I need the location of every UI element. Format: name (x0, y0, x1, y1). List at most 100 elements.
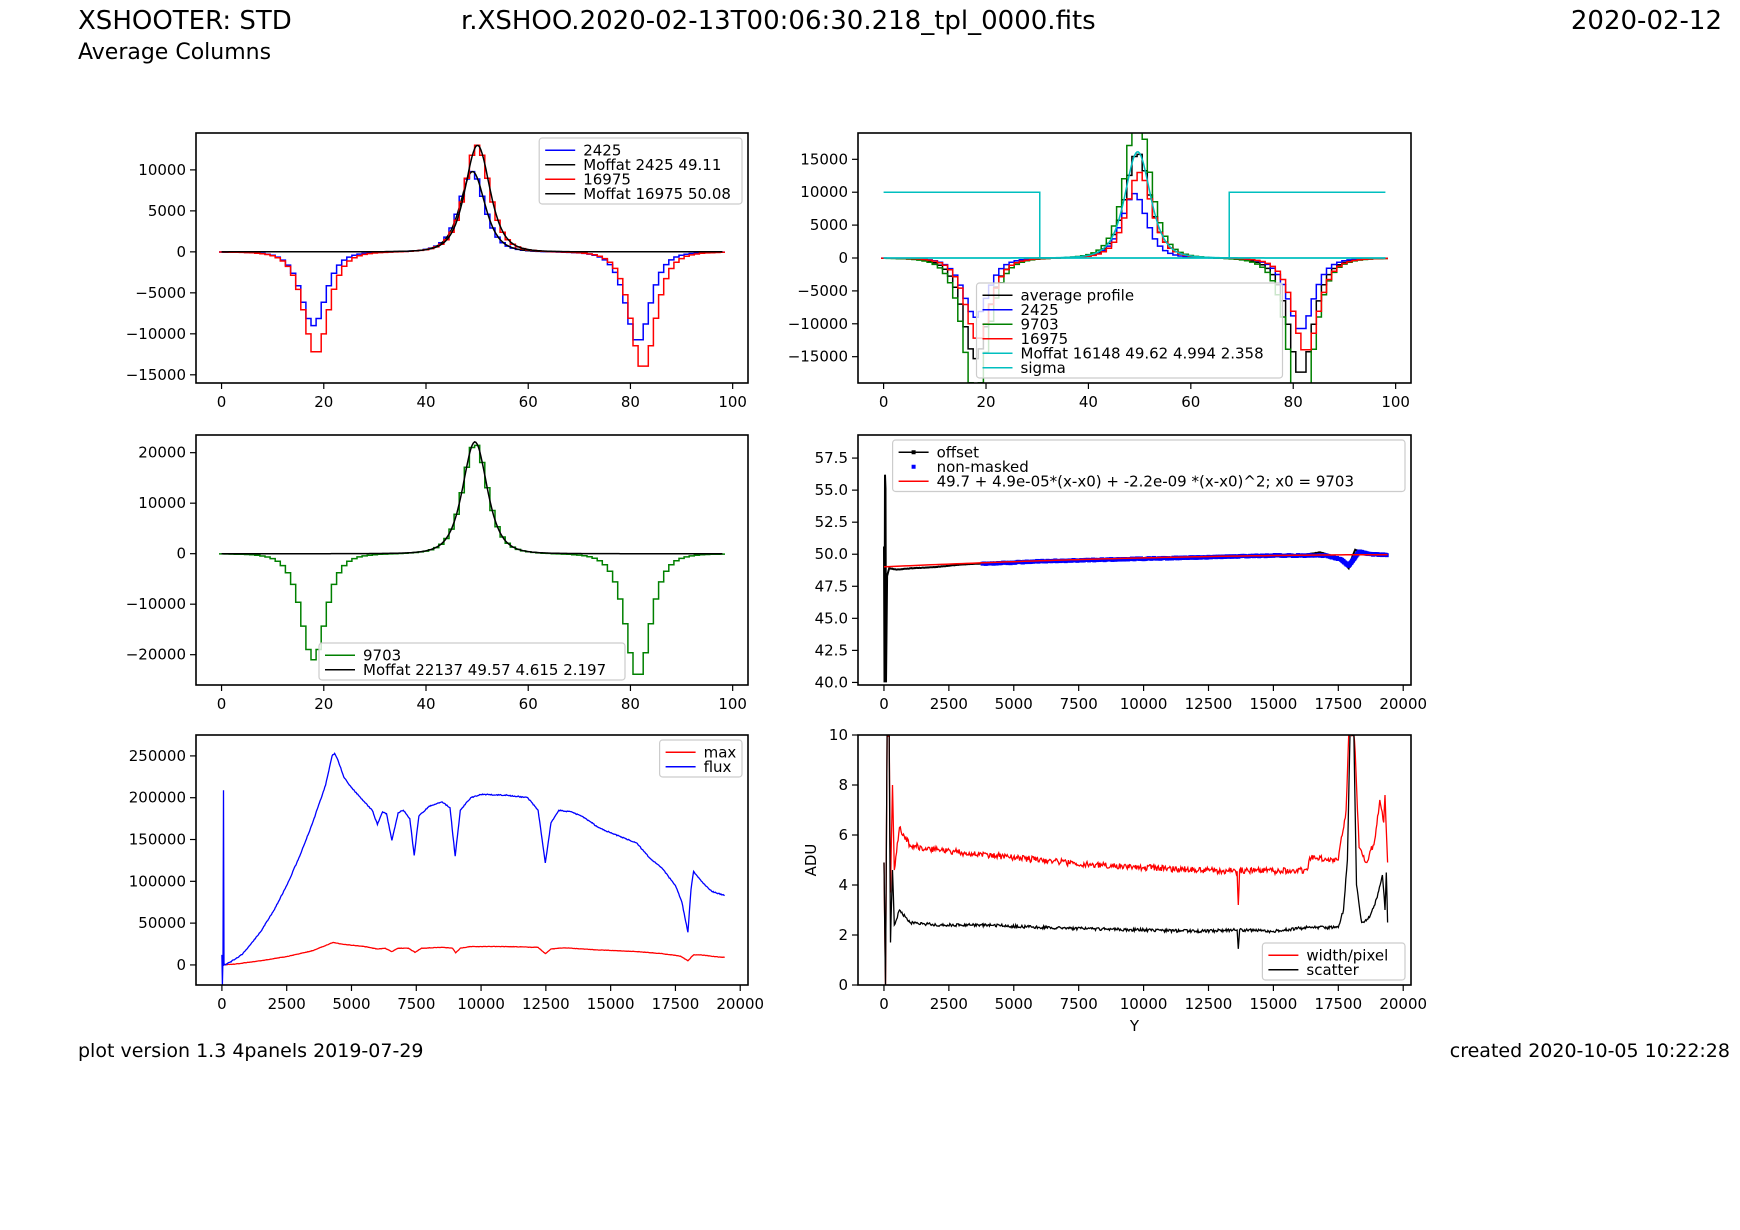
series-flux (222, 753, 725, 985)
x-tick-label: 60 (1181, 393, 1200, 411)
x-tick-label: 0 (879, 995, 889, 1013)
y-tick-label: 15000 (800, 150, 848, 168)
y-tick-label: 6 (838, 826, 848, 844)
y-tick-label: 10000 (800, 183, 848, 201)
plot-area (219, 442, 725, 674)
y-tick-label: 10 (829, 726, 848, 744)
x-tick-label: 15000 (1250, 995, 1298, 1013)
y-tick-label: −15000 (788, 348, 848, 366)
y-tick-label: 20000 (138, 444, 186, 462)
y-tick-label: −15000 (126, 366, 186, 384)
y-axis-label: ADU (802, 844, 820, 877)
x-tick-label: 7500 (397, 995, 435, 1013)
x-tick-label: 20 (314, 695, 333, 713)
chart-flux-max: 0 2500 5000 7500 10000 12500 15000 17500 2000005… (129, 735, 764, 1013)
x-tick-label: 10000 (1120, 695, 1168, 713)
y-tick-label: 4 (838, 876, 848, 894)
x-tick-label: 0 (879, 695, 889, 713)
y-tick-label: 10000 (138, 161, 186, 179)
y-tick-label: 8 (838, 776, 848, 794)
x-tick-label: 2500 (930, 695, 968, 713)
x-tick-label: 20 (976, 393, 995, 411)
series-moffat-22137-49-57-4-615-2-197 (222, 442, 723, 554)
plot-area (222, 753, 725, 985)
series-sigma (884, 192, 1386, 258)
legend: width/pixelscatter (1262, 943, 1405, 980)
legend-label: Moffat 16975 50.08 (583, 185, 731, 203)
x-tick-label: 0 (879, 393, 889, 411)
x-tick-label: 40 (416, 393, 435, 411)
series-max (223, 942, 725, 965)
x-tick-label: 100 (718, 695, 747, 713)
x-tick-label: 12500 (1185, 695, 1233, 713)
chart-offset: 0 2500 5000 7500 10000 12500 15000 17500 2000040… (815, 435, 1427, 713)
x-tick-label: 7500 (1060, 695, 1098, 713)
x-tick-label: 100 (1381, 393, 1410, 411)
legend: 2425Moffat 2425 49.1116975Moffat 16975 5… (539, 138, 742, 204)
y-tick-label: 0 (176, 545, 186, 563)
x-tick-label: 60 (519, 695, 538, 713)
chart-profiles-2425-16975: 0 20 40 60 80 100−15000−10000−500005000100002… (126, 133, 748, 411)
x-tick-label: 7500 (1060, 995, 1098, 1013)
x-tick-label: 20000 (1379, 695, 1427, 713)
series-9703 (219, 445, 725, 674)
legend: offsetnon-masked49.7 + 4.9e-05*(x-x0) + … (893, 440, 1405, 492)
y-tick-label: 5000 (810, 216, 848, 234)
chart-average-profile: 0 20 40 60 80 100−15000−10000−500005000100001… (788, 117, 1411, 415)
figure: 0 20 40 60 80 100−15000−10000−500005000100002… (0, 0, 1740, 1230)
x-tick-label: 5000 (332, 995, 370, 1013)
y-tick-label: −20000 (126, 646, 186, 664)
legend-label: scatter (1306, 961, 1359, 979)
legend-marker (912, 465, 916, 469)
x-tick-label: 2500 (930, 995, 968, 1013)
x-tick-label: 80 (1284, 393, 1303, 411)
x-tick-label: 17500 (1314, 695, 1362, 713)
x-tick-label: 20 (314, 393, 333, 411)
legend-label: sigma (1021, 359, 1066, 377)
y-tick-label: 52.5 (815, 513, 848, 531)
series-moffat-16148-49-62-4-994-2-358 (884, 152, 1386, 258)
x-tick-label: 17500 (1314, 995, 1362, 1013)
y-tick-label: 150000 (129, 831, 186, 849)
x-tick-label: 15000 (1250, 695, 1298, 713)
y-tick-label: 0 (176, 956, 186, 974)
y-tick-label: 50000 (138, 914, 186, 932)
x-axis-label: Y (1129, 1017, 1140, 1035)
x-tick-label: 17500 (652, 995, 700, 1013)
y-tick-label: −5000 (797, 282, 848, 300)
plot-area (884, 475, 1389, 683)
y-tick-label: 42.5 (815, 641, 848, 659)
y-tick-label: 55.0 (815, 481, 848, 499)
y-tick-label: −10000 (788, 315, 848, 333)
x-tick-label: 0 (217, 695, 227, 713)
y-tick-label: 45.0 (815, 609, 848, 627)
x-tick-label: 80 (621, 393, 640, 411)
legend-label: Moffat 22137 49.57 4.615 2.197 (363, 661, 606, 679)
series-non-masked (981, 549, 1389, 567)
legend-marker (912, 450, 916, 454)
legend-label: 49.7 + 4.9e-05*(x-x0) + -2.2e-09 *(x-x0)… (937, 472, 1354, 490)
y-tick-label: 0 (838, 249, 848, 267)
y-tick-label: 100000 (129, 872, 186, 890)
series-offset (884, 475, 1388, 683)
x-tick-label: 12500 (522, 995, 570, 1013)
x-tick-label: 60 (519, 393, 538, 411)
legend: 9703Moffat 22137 49.57 4.615 2.197 (319, 643, 625, 680)
x-tick-label: 10000 (1120, 995, 1168, 1013)
x-tick-label: 12500 (1185, 995, 1233, 1013)
x-tick-label: 10000 (457, 995, 505, 1013)
y-tick-label: 0 (176, 243, 186, 261)
y-tick-label: 50.0 (815, 545, 848, 563)
y-tick-label: 5000 (148, 202, 186, 220)
y-tick-label: −5000 (135, 284, 186, 302)
y-tick-label: 57.5 (815, 449, 848, 467)
y-tick-label: −10000 (126, 325, 186, 343)
x-tick-label: 5000 (995, 695, 1033, 713)
x-tick-label: 20000 (716, 995, 764, 1013)
x-tick-label: 20000 (1379, 995, 1427, 1013)
x-tick-label: 2500 (268, 995, 306, 1013)
x-tick-label: 80 (621, 695, 640, 713)
legend: average profile2425970316975Moffat 16148… (977, 283, 1283, 378)
x-tick-label: 0 (217, 393, 227, 411)
x-tick-label: 40 (416, 695, 435, 713)
